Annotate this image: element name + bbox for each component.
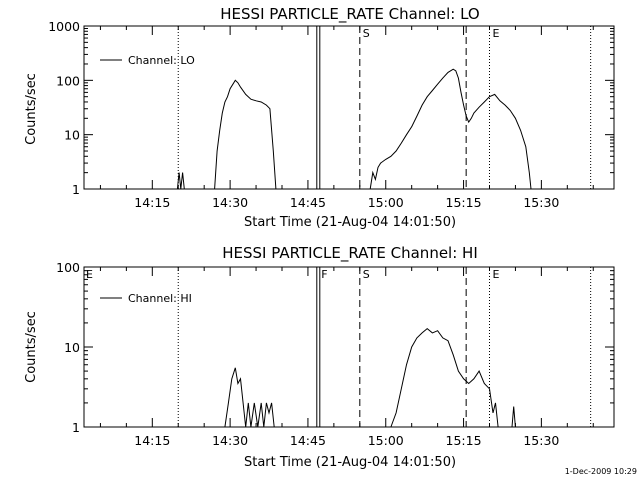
- x-tick-label: 15:15: [446, 433, 482, 448]
- x-tick-label: 15:30: [523, 433, 559, 448]
- plot-frame: [83, 266, 615, 428]
- x-axis-label: Start Time (21-Aug-04 14:01:50): [244, 455, 456, 470]
- marker-label: F: [321, 268, 327, 281]
- x-tick-label: 15:00: [368, 433, 404, 448]
- x-tick-label: 15:15: [446, 195, 482, 210]
- y-tick-label: 10: [64, 128, 80, 143]
- legend-label: Channel: HI: [128, 292, 192, 305]
- y-tick-label: 100: [56, 260, 80, 275]
- y-tick-label: 100: [56, 73, 80, 88]
- timestamp-label: 1-Dec-2009 10:29: [565, 467, 637, 476]
- y-axis-label: Counts/sec: [24, 73, 39, 145]
- x-tick-label: 14:45: [290, 195, 326, 210]
- x-tick-label: 15:30: [523, 195, 559, 210]
- y-axis-label: Counts/sec: [24, 311, 39, 383]
- marker-label: E: [492, 27, 499, 40]
- chart-title: HESSI PARTICLE_RATE Channel: HI: [222, 244, 478, 263]
- x-tick-label: 14:15: [134, 195, 170, 210]
- legend-label: Channel: LO: [128, 54, 195, 67]
- x-axis-label: Start Time (21-Aug-04 14:01:50): [244, 215, 456, 230]
- y-tick-label: 10: [64, 340, 80, 355]
- marker-label: S: [363, 268, 370, 281]
- marker-label: E: [492, 268, 499, 281]
- chart-title: HESSI PARTICLE_RATE Channel: LO: [220, 5, 479, 24]
- y-tick-label: 1000: [48, 19, 80, 34]
- hi-channel-panel: HESSI PARTICLE_RATE Channel: HI Start Ti…: [24, 244, 615, 470]
- lo-channel-panel: HESSI PARTICLE_RATE Channel: LO Start Ti…: [24, 5, 615, 230]
- x-tick-label: 14:30: [212, 195, 248, 210]
- y-tick-label: 1: [72, 182, 80, 197]
- series-line: [224, 327, 516, 428]
- x-tick-label: 14:30: [212, 433, 248, 448]
- plot-frame: [83, 25, 615, 190]
- x-tick-label: 14:15: [134, 433, 170, 448]
- x-tick-label: 15:00: [368, 195, 404, 210]
- y-tick-label: 1: [72, 420, 80, 435]
- corner-label: E: [86, 268, 93, 281]
- x-tick-label: 14:45: [290, 433, 326, 448]
- series-line: [176, 68, 532, 190]
- marker-label: S: [363, 27, 370, 40]
